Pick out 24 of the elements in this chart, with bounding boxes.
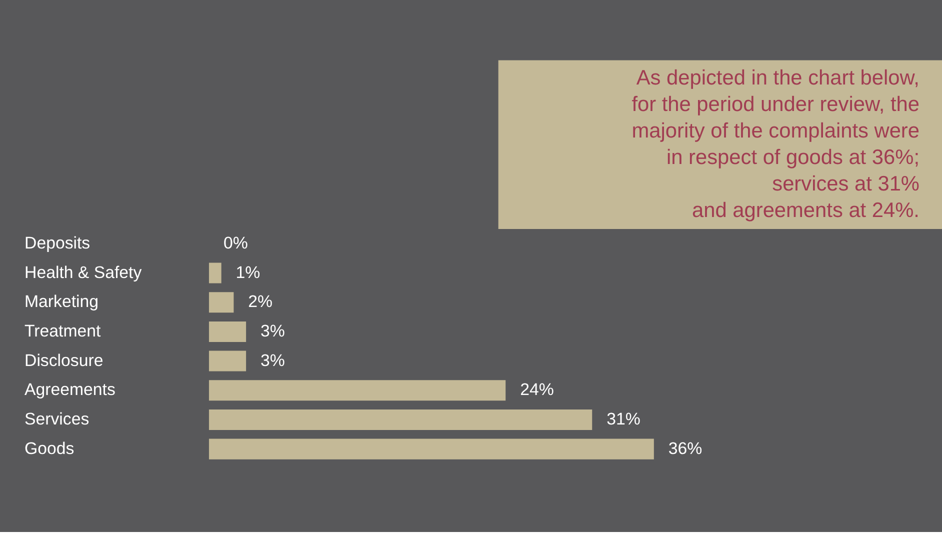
y-tick-label: Treatment — [24, 322, 102, 341]
data-label: 0% — [223, 234, 248, 253]
data-label: 1% — [236, 262, 260, 282]
bar — [208, 409, 592, 430]
bar — [208, 350, 246, 372]
bar — [208, 262, 222, 284]
y-tick-label: Agreements — [24, 380, 116, 400]
y-tick-label: Disclosure — [24, 350, 104, 370]
text: As depicted in the chart below, for the period under review, the majority of the complaints were in respect of goods at 36%; services at 31% and agreements at 24%. — [632, 66, 920, 222]
y-tick-label: Goods — [24, 438, 74, 458]
data-label: 36% — [668, 438, 702, 458]
data-label: 24% — [520, 380, 554, 400]
bar — [208, 438, 654, 460]
bar — [208, 292, 234, 313]
data-label: 31% — [606, 410, 640, 429]
y-tick-label: Services — [24, 410, 90, 429]
data-label: 2% — [248, 292, 273, 312]
bar — [208, 321, 246, 342]
bar — [208, 380, 506, 401]
data-label: 3% — [260, 322, 285, 341]
data-label: 3% — [260, 350, 285, 370]
y-tick-label: Deposits — [24, 234, 90, 253]
y-tick-label: Health & Safety — [24, 262, 142, 282]
y-tick-label: Marketing — [24, 292, 99, 312]
